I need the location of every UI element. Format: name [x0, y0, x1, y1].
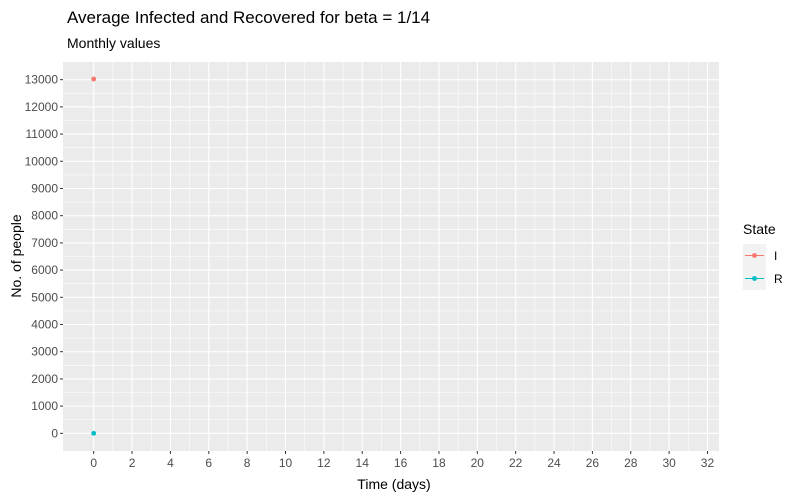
y-axis: 0 1000 2000 3000 4000 5000 6000 7000 8000 9000 100… [25, 73, 63, 440]
x-axis: 0 2 4 6 8 10 12 14 16 18 20 22 24 26 28 30 32 [90, 451, 714, 470]
x-tick-label: 16 [394, 456, 408, 470]
chart-title: Average Infected and Recovered for beta … [67, 8, 430, 27]
x-tick-label: 10 [279, 456, 293, 470]
y-tick-label: 6000 [31, 263, 58, 277]
y-tick-label: 13000 [25, 73, 59, 87]
chart-subtitle: Monthly values [67, 35, 160, 51]
y-tick-label: 4000 [31, 318, 58, 332]
minor-gridlines [63, 62, 719, 451]
data-points [91, 76, 97, 436]
y-tick-label: 5000 [31, 290, 58, 304]
y-tick-label: 8000 [31, 209, 58, 223]
legend-label-r: R [774, 272, 783, 286]
y-tick-label: 3000 [31, 345, 58, 359]
x-tick-label: 0 [90, 456, 97, 470]
x-tick-label: 30 [662, 456, 676, 470]
y-tick-label: 2000 [31, 372, 58, 386]
legend-items: IR [743, 244, 783, 290]
major-gridlines [63, 62, 719, 451]
data-point-r [91, 430, 97, 436]
legend-key-r [743, 267, 766, 290]
y-tick-label: 0 [51, 426, 58, 440]
x-tick-label: 8 [244, 456, 251, 470]
legend-title: State [743, 221, 776, 237]
x-tick-label: 22 [509, 456, 523, 470]
legend-label-i: I [774, 249, 777, 263]
x-tick-label: 20 [471, 456, 485, 470]
x-tick-label: 24 [547, 456, 561, 470]
x-axis-title: Time (days) [357, 476, 430, 492]
y-tick-label: 9000 [31, 181, 58, 195]
x-tick-label: 32 [701, 456, 715, 470]
y-tick-label: 1000 [31, 399, 58, 413]
y-tick-label: 10000 [25, 154, 59, 168]
x-tick-label: 2 [129, 456, 136, 470]
x-tick-label: 4 [167, 456, 174, 470]
x-tick-label: 26 [586, 456, 600, 470]
x-tick-label: 18 [432, 456, 446, 470]
legend: State IR [743, 221, 783, 290]
legend-key-i [743, 244, 766, 267]
y-tick-label: 11000 [26, 127, 59, 141]
x-tick-label: 14 [356, 456, 370, 470]
data-point-i [91, 76, 97, 82]
y-tick-label: 7000 [31, 236, 58, 250]
x-tick-label: 28 [624, 456, 638, 470]
y-tick-label: 12000 [25, 100, 59, 114]
x-tick-label: 6 [205, 456, 212, 470]
x-tick-label: 12 [317, 456, 331, 470]
y-axis-title: No. of people [8, 214, 24, 297]
